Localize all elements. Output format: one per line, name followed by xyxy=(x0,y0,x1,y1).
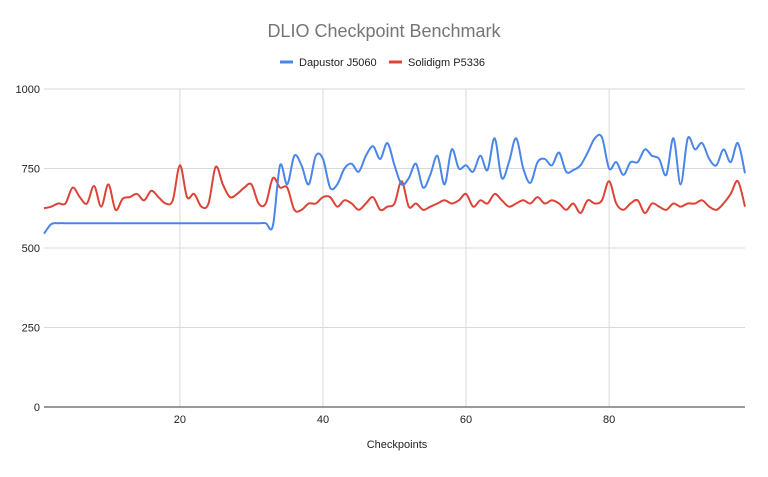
legend-label-solidigm: Solidigm P5336 xyxy=(408,57,485,69)
x-axis-ticks: 20 40 60 80 xyxy=(174,414,615,426)
x-tick-label: 80 xyxy=(603,414,615,426)
legend: Dapustor J5060 Solidigm P5336 xyxy=(280,57,485,69)
x-tick-label: 60 xyxy=(460,414,472,426)
grid xyxy=(44,88,745,407)
series-line-solidigm xyxy=(43,164,746,215)
y-tick-label: 0 xyxy=(34,402,40,414)
y-tick-label: 500 xyxy=(22,243,40,255)
legend-label-dapustor: Dapustor J5060 xyxy=(299,57,377,69)
x-tick-label: 40 xyxy=(317,414,329,426)
y-tick-label: 750 xyxy=(22,164,40,176)
chart-title: DLIO Checkpoint Benchmark xyxy=(267,21,501,41)
series-line-dapustor xyxy=(43,133,746,235)
x-tick-label: 20 xyxy=(174,414,186,426)
y-tick-label: 250 xyxy=(22,323,40,335)
x-axis-label: Checkpoints xyxy=(367,439,428,451)
series-layer xyxy=(43,133,746,235)
y-axis-ticks: 0 250 500 750 1000 xyxy=(16,84,40,414)
y-tick-label: 1000 xyxy=(16,84,40,96)
